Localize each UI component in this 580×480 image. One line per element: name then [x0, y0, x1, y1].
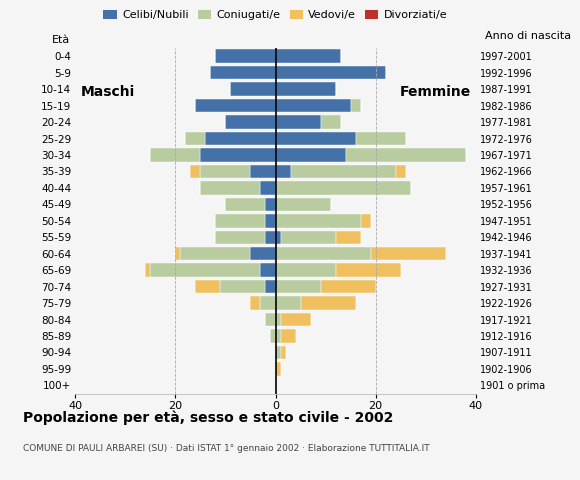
Bar	[361, 214, 371, 228]
Text: Anno di nascita: Anno di nascita	[485, 31, 571, 41]
Bar	[211, 66, 276, 79]
Bar	[260, 296, 276, 310]
Bar	[396, 165, 405, 178]
Bar	[276, 296, 300, 310]
Bar	[276, 313, 281, 326]
Bar	[195, 99, 276, 112]
Bar	[266, 280, 275, 293]
Bar	[346, 148, 466, 162]
Text: Maschi: Maschi	[81, 85, 135, 99]
Bar	[321, 115, 340, 129]
Bar	[266, 214, 275, 228]
Bar	[276, 230, 281, 244]
Bar	[260, 264, 276, 277]
Bar	[180, 247, 251, 261]
Bar	[276, 247, 371, 261]
Text: Popolazione per età, sesso e stato civile - 2002: Popolazione per età, sesso e stato civil…	[23, 410, 394, 425]
Bar	[251, 247, 276, 261]
Bar	[270, 329, 276, 343]
Bar	[276, 99, 350, 112]
Bar	[176, 247, 180, 261]
Bar	[281, 346, 285, 359]
Bar	[281, 230, 335, 244]
Bar	[276, 165, 291, 178]
Bar	[146, 264, 150, 277]
Bar	[201, 165, 251, 178]
Bar	[216, 230, 266, 244]
Bar	[335, 264, 401, 277]
Bar	[300, 296, 356, 310]
Bar	[266, 230, 275, 244]
Bar	[276, 83, 335, 96]
Bar	[356, 132, 405, 145]
Bar	[216, 214, 266, 228]
Bar	[216, 49, 276, 63]
Bar	[276, 264, 335, 277]
Bar	[350, 99, 361, 112]
Bar	[281, 313, 310, 326]
Bar	[150, 148, 201, 162]
Bar	[190, 165, 201, 178]
Bar	[186, 132, 205, 145]
Bar	[230, 83, 276, 96]
Bar	[266, 313, 275, 326]
Bar	[276, 280, 321, 293]
Bar	[371, 247, 445, 261]
Bar	[276, 49, 340, 63]
Bar	[201, 148, 276, 162]
Bar	[276, 66, 386, 79]
Bar	[276, 214, 361, 228]
Bar	[276, 132, 356, 145]
Bar	[276, 181, 411, 194]
Text: Età: Età	[52, 35, 70, 45]
Bar	[266, 198, 275, 211]
Bar	[226, 115, 276, 129]
Bar	[276, 362, 281, 376]
Bar	[281, 329, 295, 343]
Bar	[205, 132, 276, 145]
Bar	[276, 198, 331, 211]
Bar	[226, 198, 266, 211]
Bar	[220, 280, 266, 293]
Bar	[150, 264, 260, 277]
Bar	[260, 181, 276, 194]
Bar	[276, 115, 321, 129]
Text: Femmine: Femmine	[400, 85, 470, 99]
Bar	[291, 165, 396, 178]
Bar	[251, 296, 260, 310]
Bar	[251, 165, 276, 178]
Bar	[335, 230, 361, 244]
Bar	[276, 329, 281, 343]
Bar	[195, 280, 220, 293]
Bar	[276, 346, 281, 359]
Bar	[276, 148, 346, 162]
Legend: Celibi/Nubili, Coniugati/e, Vedovi/e, Divorziati/e: Celibi/Nubili, Coniugati/e, Vedovi/e, Di…	[99, 6, 452, 25]
Bar	[201, 181, 260, 194]
Text: COMUNE DI PAULI ARBAREI (SU) · Dati ISTAT 1° gennaio 2002 · Elaborazione TUTTITA: COMUNE DI PAULI ARBAREI (SU) · Dati ISTA…	[23, 444, 430, 453]
Bar	[321, 280, 376, 293]
